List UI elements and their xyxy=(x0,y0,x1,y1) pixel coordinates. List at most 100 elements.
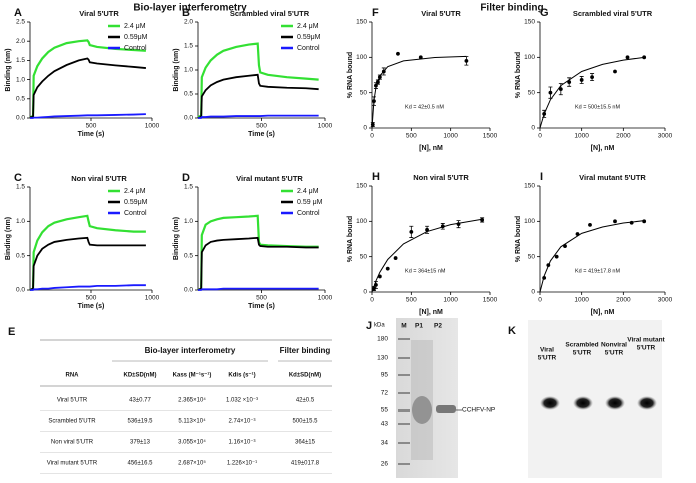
fit-curve xyxy=(539,56,645,129)
marker-label: 130 xyxy=(377,355,388,362)
table-cell: 456±16.5 xyxy=(128,461,154,467)
chart-title: Viral mutant 5'UTR xyxy=(236,174,303,183)
table-cell: 3.055×10⁴ xyxy=(178,439,206,446)
y-axis-label: Binding (nm) xyxy=(173,217,180,260)
series-line xyxy=(29,236,146,291)
y-tick-label: 0.5 xyxy=(16,252,25,259)
x-axis-label: [N], nM xyxy=(419,145,443,152)
marker-label: 180 xyxy=(377,336,388,343)
data-point xyxy=(381,69,386,74)
series-line xyxy=(197,73,319,119)
table-cell: 1.226×10⁻¹ xyxy=(227,461,257,467)
table-cell: 1.16×10⁻³ xyxy=(228,440,255,446)
y-tick-label: 0.0 xyxy=(16,115,25,122)
y-tick-label: 1.0 xyxy=(16,76,25,83)
x-axis-label: Time (s) xyxy=(248,131,275,138)
legend-label: 2.4 μM xyxy=(297,188,319,195)
data-point xyxy=(374,283,378,287)
data-point xyxy=(546,263,551,268)
data-point xyxy=(642,55,647,60)
data-point xyxy=(440,224,445,229)
legend-label: 0.59μM xyxy=(124,199,148,206)
y-tick-label: 100 xyxy=(356,54,367,61)
chart-title: Non viral 5'UTR xyxy=(71,174,127,183)
table-cell: 500±15.5 xyxy=(293,419,319,425)
y-tick-label: 2.0 xyxy=(16,38,25,45)
annotation: Kd = 500±15.5 nM xyxy=(575,104,620,110)
lane-label: 5'UTR xyxy=(573,350,592,357)
y-tick-label: 100 xyxy=(524,54,535,61)
y-tick-label: 0.0 xyxy=(16,287,25,294)
x-axis-label: Time (s) xyxy=(248,303,275,310)
lane-label: 5'UTR xyxy=(605,350,624,357)
series-line xyxy=(29,214,146,292)
x-tick-label: 2000 xyxy=(616,133,631,140)
chart-title: Scrambled viral 5'UTR xyxy=(230,9,310,18)
table-group: Bio-layer interferometry xyxy=(145,346,236,355)
y-tick-label: 1.5 xyxy=(16,184,25,191)
lane-label: 5'UTR xyxy=(637,345,656,352)
band-label: CCHFV-NP xyxy=(462,407,495,414)
lane-label: P2 xyxy=(434,323,442,330)
x-tick-label: 500 xyxy=(256,123,267,130)
lane-label: Viral xyxy=(540,347,554,354)
data-point xyxy=(377,75,382,80)
y-tick-label: 0 xyxy=(531,125,535,132)
y-tick-label: 1.5 xyxy=(184,43,193,50)
data-point xyxy=(567,80,572,84)
panel-letter: K xyxy=(508,325,516,337)
chart-title: Non viral 5'UTR xyxy=(413,173,469,182)
legend-label: 2.4 μM xyxy=(124,23,146,30)
data-point xyxy=(575,232,580,236)
panel-letter: J xyxy=(366,320,372,332)
panel-letter: A xyxy=(14,7,22,19)
data-point xyxy=(563,244,567,248)
x-tick-label: 500 xyxy=(406,133,417,140)
data-point xyxy=(409,230,414,234)
marker-bands xyxy=(398,338,410,465)
chart-title: Viral 5'UTR xyxy=(79,9,119,18)
y-tick-label: 2.5 xyxy=(16,19,25,26)
panel-letter: I xyxy=(540,171,543,183)
data-point xyxy=(625,55,630,60)
legend-label: Control xyxy=(124,45,147,52)
y-tick-label: 0.5 xyxy=(184,91,193,98)
y-axis-label: Binding (nm) xyxy=(5,217,12,260)
data-point xyxy=(579,78,584,82)
table-cell: 2.74×10⁻³ xyxy=(228,419,255,425)
x-tick-label: 3000 xyxy=(658,133,673,140)
y-tick-label: 100 xyxy=(356,218,367,225)
table-cell: Non viral 5'UTR xyxy=(51,440,94,446)
series-line xyxy=(30,113,146,119)
x-tick-label: 0 xyxy=(370,133,374,140)
y-tick-label: 1.5 xyxy=(16,57,25,64)
annotation: Kd = 364±15 nM xyxy=(405,268,446,274)
x-axis-label: [N], nM xyxy=(591,145,615,152)
marker-label: 95 xyxy=(381,372,389,379)
x-axis-label: [N], nM xyxy=(419,309,443,316)
data-point xyxy=(554,254,559,259)
table-cell: 43±0.77 xyxy=(129,398,151,404)
y-tick-label: 50 xyxy=(528,253,536,260)
x-tick-label: 1500 xyxy=(483,297,498,304)
data-point xyxy=(542,275,547,280)
data-point xyxy=(629,220,634,225)
data-point xyxy=(588,222,592,227)
table-cell: 1.032 ×10⁻³ xyxy=(226,398,258,404)
table-cell: Viral 5'UTR xyxy=(57,398,88,404)
data-point xyxy=(372,99,376,104)
data-point xyxy=(642,219,647,224)
marker-label: 55 xyxy=(381,407,389,414)
data-point xyxy=(374,83,378,88)
y-tick-label: 1.0 xyxy=(184,218,193,225)
x-tick-label: 3000 xyxy=(658,297,673,304)
x-tick-label: 2000 xyxy=(616,297,631,304)
gel-unit: kDa xyxy=(374,323,385,329)
series-line xyxy=(197,214,319,292)
chart-title: Scrambled viral 5'UTR xyxy=(573,9,653,18)
x-tick-label: 1000 xyxy=(443,133,458,140)
x-tick-label: 1000 xyxy=(318,295,333,302)
legend-label: Control xyxy=(297,210,320,217)
table-header: Kass (M⁻¹s⁻¹) xyxy=(173,372,212,379)
